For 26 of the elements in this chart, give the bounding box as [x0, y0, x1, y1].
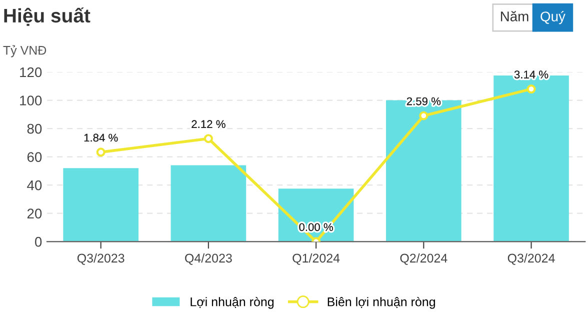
y-tick-label: 40: [27, 180, 42, 190]
bar: [170, 165, 246, 242]
y-tick-label: 0: [35, 236, 42, 247]
data-label: 1.84 %: [84, 134, 118, 142]
x-tick-label: Q3/2024: [508, 253, 555, 265]
y-tick-label: 20: [27, 208, 42, 219]
text: Năm: [500, 10, 528, 22]
legend-label: Lợi nhuận ròng: [190, 296, 274, 309]
point: [419, 111, 428, 120]
chart-title: Hiệu suất: [4, 7, 90, 26]
x-tick-label: Q3/2023: [77, 253, 124, 265]
y-tick-label: 100: [20, 96, 42, 106]
y-axis-title: Tỷ VNĐ: [3, 45, 46, 58]
point: [526, 84, 536, 94]
y-tick-label: 60: [27, 152, 42, 162]
x-tick-label: Q2/2024: [400, 253, 448, 265]
data-label: 2.12 %: [192, 120, 226, 128]
legend-label: Biên lợi nhuận ròng: [328, 296, 435, 309]
y-tick-label: 80: [27, 124, 42, 134]
bar: [63, 168, 139, 242]
y-tick-label: 120: [20, 67, 42, 78]
point: [204, 134, 213, 144]
point: [96, 148, 106, 157]
text: Quý: [540, 11, 566, 24]
x-tick-label: Q4/2023: [185, 253, 232, 265]
x-tick-label: Q1/2024: [292, 253, 340, 265]
